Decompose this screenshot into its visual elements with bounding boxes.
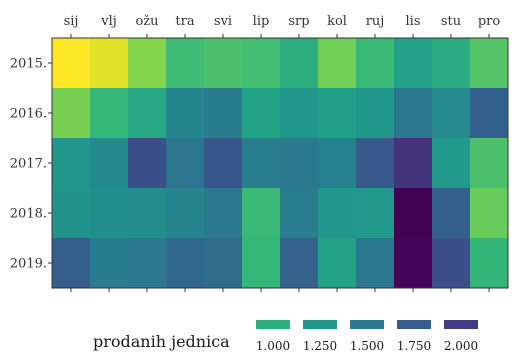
heatmap-cells xyxy=(52,38,509,289)
heatmap-cell xyxy=(90,38,129,89)
heatmap-cell xyxy=(242,138,281,189)
x-tick-label: lis xyxy=(406,14,421,29)
heatmap-cell xyxy=(318,188,357,239)
x-tick-label: svi xyxy=(214,14,232,29)
heatmap-cell xyxy=(166,188,205,239)
x-tick-label: kol xyxy=(327,14,347,29)
y-tick-label: 2017. xyxy=(10,157,47,172)
heatmap-cell xyxy=(394,238,433,289)
heatmap-cell xyxy=(52,138,91,189)
heatmap-cell xyxy=(204,238,243,289)
heatmap-cell xyxy=(52,38,91,89)
heatmap-cell xyxy=(432,238,471,289)
heatmap-cell xyxy=(318,238,357,289)
heatmap-cell xyxy=(242,38,281,89)
heatmap-cell xyxy=(432,88,471,139)
heatmap-cell xyxy=(356,238,395,289)
legend-key xyxy=(256,320,290,329)
y-axis-ticks xyxy=(48,62,52,264)
x-tick-label: srp xyxy=(288,14,309,29)
x-tick-label: pro xyxy=(478,14,501,29)
heatmap-cell xyxy=(52,188,91,239)
heatmap-cell xyxy=(356,138,395,189)
heatmap-cell xyxy=(432,138,471,189)
heatmap-cell xyxy=(242,238,281,289)
heatmap-cell xyxy=(128,188,167,239)
heatmap-cell xyxy=(394,88,433,139)
heatmap-cell xyxy=(204,188,243,239)
y-axis-labels: 2015. 2016. 2017. 2018. 2019. xyxy=(10,57,47,272)
heatmap-cell xyxy=(204,38,243,89)
y-tick-label: 2016. xyxy=(10,107,47,122)
heatmap-cell xyxy=(128,38,167,89)
heatmap-cell xyxy=(204,88,243,139)
x-axis-labels: sij vlj ožu tra svi lip srp kol ruj lis stu pro xyxy=(64,14,501,29)
x-axis-ticks xyxy=(70,34,490,292)
heatmap-cell xyxy=(470,138,509,189)
heatmap-cell xyxy=(242,88,281,139)
plot-panel-border xyxy=(51,37,509,289)
heatmap-cell xyxy=(166,88,205,139)
heatmap-cell xyxy=(470,188,509,239)
heatmap-cell xyxy=(280,188,319,239)
x-tick-label: sij xyxy=(64,14,79,29)
heatmap-cell xyxy=(356,88,395,139)
heatmap-cell xyxy=(470,38,509,89)
heatmap-cell xyxy=(204,138,243,189)
heatmap-cell xyxy=(52,238,91,289)
heatmap-cell xyxy=(90,238,129,289)
heatmap-cell xyxy=(280,38,319,89)
heatmap-cell xyxy=(318,38,357,89)
heatmap-cell xyxy=(166,38,205,89)
heatmap-cell xyxy=(128,138,167,189)
heatmap-cell xyxy=(356,38,395,89)
heatmap-cell xyxy=(128,238,167,289)
heatmap-cell xyxy=(280,88,319,139)
y-tick-label: 2019. xyxy=(10,257,47,272)
legend-title: prodanih jednica xyxy=(93,332,230,351)
legend-key xyxy=(397,320,431,329)
heatmap-cell xyxy=(394,138,433,189)
heatmap-cell xyxy=(90,138,129,189)
heatmap-cell xyxy=(470,238,509,289)
heatmap-cell xyxy=(470,88,509,139)
legend-key xyxy=(350,320,384,329)
heatmap-cell xyxy=(394,38,433,89)
heatmap-cell xyxy=(128,88,167,139)
heatmap-cell xyxy=(394,188,433,239)
legend-label: 1.250 xyxy=(303,339,337,353)
legend: prodanih jednica 1.000 1.250 1.500 1.750 2.0… xyxy=(93,320,478,353)
legend-key xyxy=(303,320,337,329)
heatmap-cell xyxy=(90,88,129,139)
y-tick-label: 2015. xyxy=(10,57,47,72)
heatmap-cell xyxy=(432,188,471,239)
legend-key xyxy=(444,320,478,329)
heatmap-cell xyxy=(280,138,319,189)
y-tick-label: 2018. xyxy=(10,207,47,222)
heatmap-cell xyxy=(356,188,395,239)
heatmap-cell xyxy=(280,238,319,289)
legend-label: 2.000 xyxy=(444,339,478,353)
heatmap-cell xyxy=(318,88,357,139)
heatmap-cell xyxy=(90,188,129,239)
heatmap-cell xyxy=(52,88,91,139)
legend-label: 1.750 xyxy=(397,339,431,353)
legend-label: 1.000 xyxy=(256,339,290,353)
x-tick-label: lip xyxy=(253,14,270,29)
x-tick-label: ruj xyxy=(366,14,385,29)
x-tick-label: vlj xyxy=(100,14,117,29)
heatmap-cell xyxy=(242,188,281,239)
heatmap-cell xyxy=(318,138,357,189)
legend-label: 1.500 xyxy=(350,339,384,353)
x-tick-label: ožu xyxy=(135,14,158,29)
heatmap-cell xyxy=(166,138,205,189)
heatmap-cell xyxy=(166,238,205,289)
legend-keys: 1.000 1.250 1.500 1.750 2.000 xyxy=(256,320,478,353)
x-tick-label: tra xyxy=(175,14,194,29)
x-tick-label: stu xyxy=(441,14,461,29)
heatmap-cell xyxy=(432,38,471,89)
